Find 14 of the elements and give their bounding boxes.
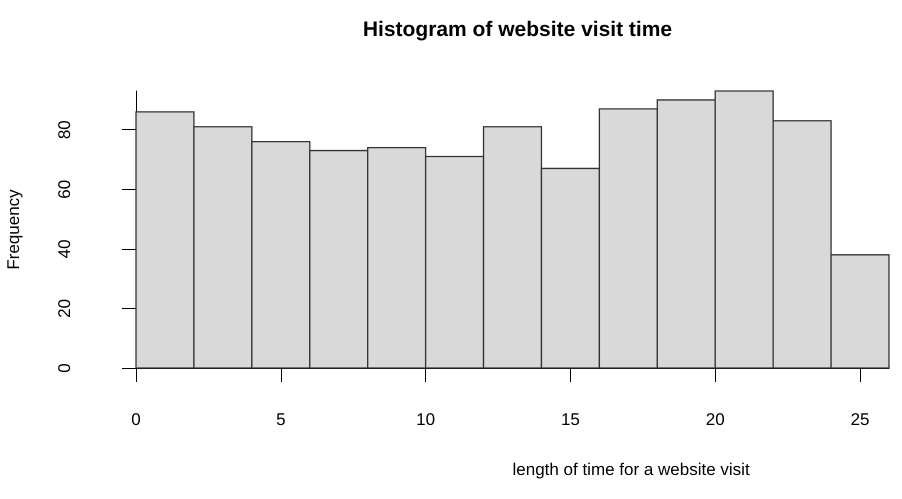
- y-tick-label: 20: [55, 298, 74, 318]
- y-axis-title: Frequency: [4, 188, 23, 270]
- x-tick-label: 20: [706, 410, 725, 429]
- x-tick-label: 15: [560, 410, 580, 429]
- chart-title: Histogram of website visit time: [362, 18, 672, 41]
- y-tick-label: 80: [55, 120, 74, 140]
- x-axis-title: length of time for a website visit: [512, 460, 750, 479]
- x-tick-label: 25: [850, 410, 870, 429]
- y-tick-label: 0: [55, 363, 74, 373]
- x-tick-label: 10: [416, 410, 436, 429]
- x-tick-label: 5: [276, 410, 286, 429]
- y-tick-label: 40: [55, 239, 74, 258]
- x-tick-label: 0: [131, 410, 141, 429]
- y-tick-label: 60: [55, 180, 74, 199]
